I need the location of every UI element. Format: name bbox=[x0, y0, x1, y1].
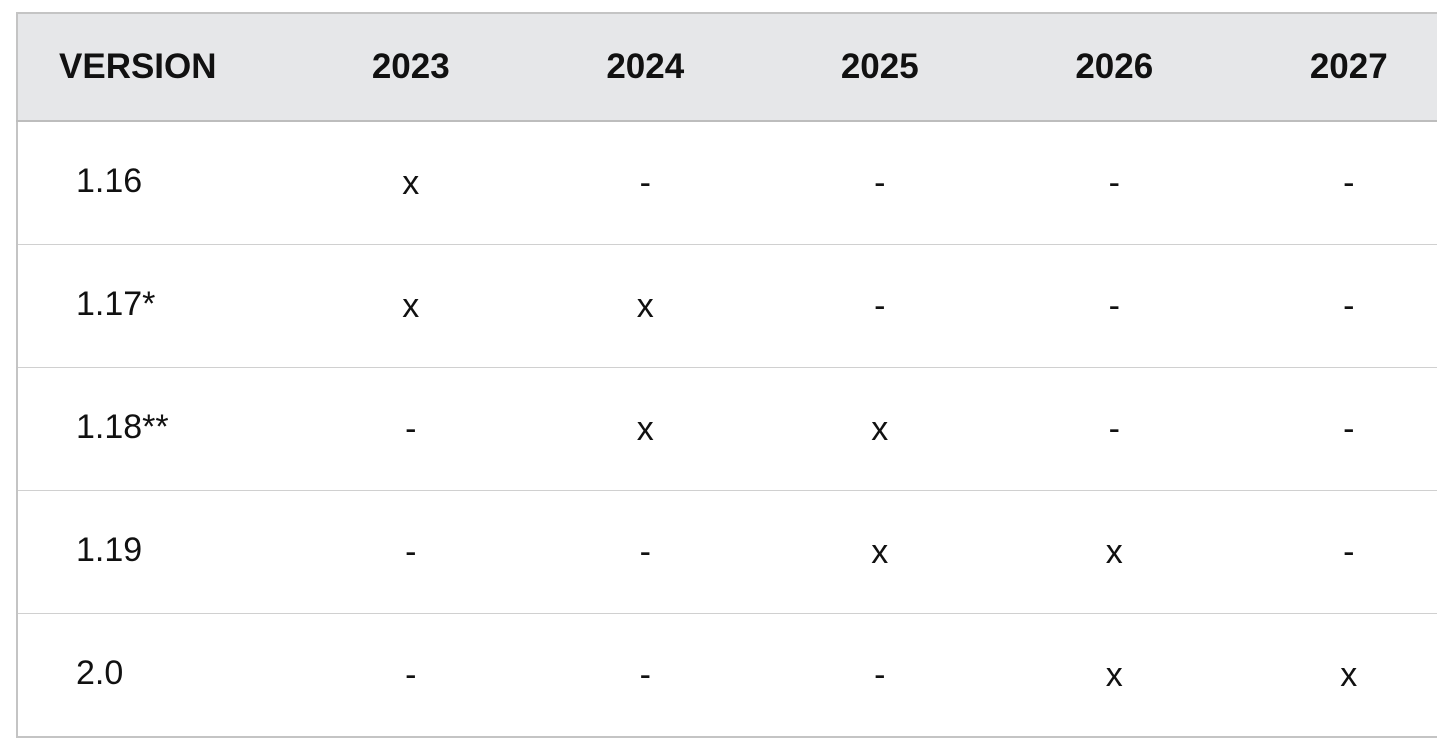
header-cell: 2025 bbox=[763, 13, 998, 121]
support-cell: - bbox=[1232, 368, 1437, 491]
header-cell: 2024 bbox=[528, 13, 763, 121]
support-cell: x bbox=[1232, 614, 1437, 738]
header-cell: 2026 bbox=[997, 13, 1232, 121]
support-cell: - bbox=[997, 121, 1232, 245]
support-cell: x bbox=[528, 245, 763, 368]
support-cell: x bbox=[997, 614, 1232, 738]
header-cell: 2023 bbox=[294, 13, 529, 121]
version-cell: 1.19 bbox=[17, 491, 294, 614]
support-cell: x bbox=[294, 121, 529, 245]
support-cell: - bbox=[294, 614, 529, 738]
support-cell: - bbox=[294, 368, 529, 491]
support-cell: - bbox=[294, 491, 529, 614]
support-cell: - bbox=[763, 245, 998, 368]
header-cell: VERSION bbox=[17, 13, 294, 121]
support-cell: x bbox=[997, 491, 1232, 614]
support-cell: - bbox=[997, 368, 1232, 491]
support-cell: - bbox=[997, 245, 1232, 368]
version-cell: 1.16 bbox=[17, 121, 294, 245]
support-cell: - bbox=[528, 491, 763, 614]
support-cell: - bbox=[1232, 245, 1437, 368]
header-cell: 2027 bbox=[1232, 13, 1437, 121]
support-cell: - bbox=[1232, 121, 1437, 245]
support-cell: - bbox=[528, 614, 763, 738]
version-cell: 2.0 bbox=[17, 614, 294, 738]
support-cell: - bbox=[763, 614, 998, 738]
support-cell: - bbox=[1232, 491, 1437, 614]
support-cell: - bbox=[528, 121, 763, 245]
version-cell: 1.18** bbox=[17, 368, 294, 491]
support-cell: x bbox=[763, 368, 998, 491]
support-cell: x bbox=[294, 245, 529, 368]
support-cell: x bbox=[763, 491, 998, 614]
support-cell: - bbox=[763, 121, 998, 245]
version-cell: 1.17* bbox=[17, 245, 294, 368]
support-cell: x bbox=[528, 368, 763, 491]
